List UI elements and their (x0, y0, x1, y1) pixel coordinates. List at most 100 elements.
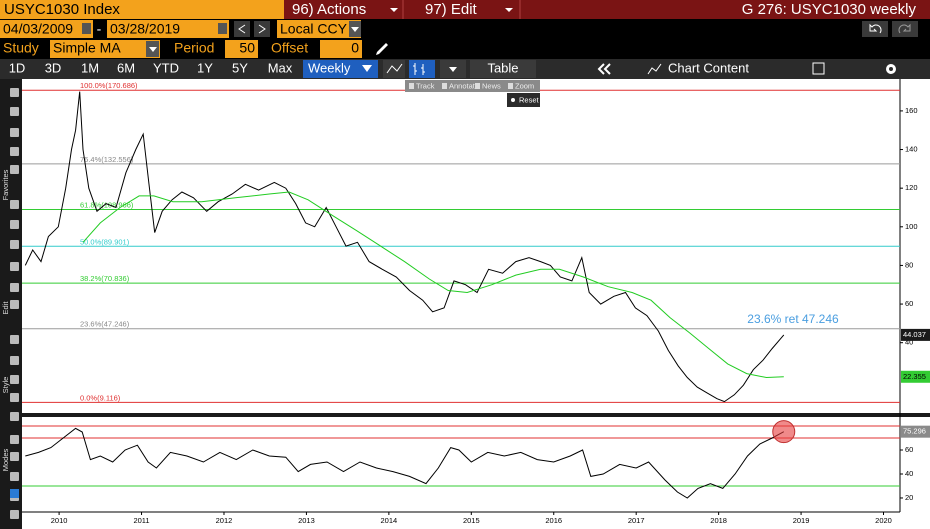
last-value-label: 44.037 (903, 330, 926, 339)
x-tick-label: 2010 (51, 516, 68, 525)
tool-icon[interactable] (10, 262, 19, 271)
tool-icon[interactable] (10, 412, 19, 421)
tool-icon[interactable] (10, 88, 19, 97)
popup-items: Track Annotate News Zoom (409, 81, 534, 90)
tool-icon[interactable] (10, 220, 19, 229)
y-tick-label: 60 (905, 445, 913, 454)
chart-content-label[interactable]: Chart Content (668, 60, 749, 75)
tool-icon[interactable] (10, 200, 19, 209)
period-field[interactable] (225, 40, 258, 58)
edit-icon[interactable] (812, 62, 825, 75)
currency-field[interactable] (277, 20, 361, 38)
tool-icon[interactable] (10, 435, 19, 444)
study-label: Study (3, 40, 39, 56)
chart-area (22, 79, 930, 529)
calendar-icon[interactable] (82, 23, 91, 34)
prev-button[interactable] (234, 21, 250, 37)
level-label: 38.2%(70.836) (80, 274, 130, 283)
last-value-tag (901, 370, 930, 383)
tool-icon[interactable] (10, 128, 19, 137)
frequency: Weekly (308, 60, 351, 75)
range-button[interactable]: 1M (81, 60, 99, 75)
range-button[interactable]: 5Y (232, 60, 248, 75)
tool-icon[interactable] (10, 472, 19, 481)
redo-button[interactable] (892, 21, 918, 37)
bar-tool-icon (413, 63, 425, 75)
bar-tool-button[interactable] (409, 60, 435, 78)
range-button[interactable]: 6M (117, 60, 135, 75)
x-tick-label: 2017 (628, 516, 645, 525)
tool-icon[interactable] (10, 107, 19, 116)
y-tick-label: 80 (905, 260, 913, 269)
level-label: 61.8%(108.966) (80, 200, 134, 209)
y-tick-label: 100 (905, 222, 918, 231)
table-button[interactable] (470, 60, 536, 78)
x-tick-label: 2012 (216, 516, 233, 525)
dropdown-icon (362, 65, 372, 72)
tool-icon[interactable] (10, 335, 19, 344)
tool-icon[interactable] (10, 240, 19, 249)
offset-field[interactable] (320, 40, 362, 58)
popup-item[interactable]: Annotate (449, 81, 479, 90)
dropdown-icon (351, 27, 359, 32)
period-label: Period (174, 40, 214, 56)
calendar-icon[interactable] (218, 23, 227, 34)
tool-icon[interactable] (10, 452, 19, 461)
popup-item[interactable]: Zoom (515, 81, 534, 90)
ticker-field[interactable] (0, 0, 284, 19)
range-button[interactable]: 1Y (197, 60, 213, 75)
reset-icon (511, 98, 515, 102)
last-value-tag (901, 328, 930, 341)
last-value-label: 75.296 (903, 427, 926, 436)
line-tool-button[interactable] (383, 60, 405, 78)
popup-item[interactable]: News (482, 81, 501, 90)
pencil-icon[interactable] (376, 43, 388, 55)
tool-icon[interactable] (10, 147, 19, 156)
y-tick-label: 20 (905, 493, 913, 502)
frequency-button[interactable] (303, 60, 378, 78)
tool-icon[interactable] (10, 393, 19, 402)
edit-menu[interactable]: 97) Edit (425, 1, 478, 18)
range-button[interactable]: 3D (45, 60, 62, 75)
series-line (82, 191, 784, 379)
next-icon (258, 24, 266, 34)
window-title: G 276: USYC1030 weekly (742, 1, 917, 18)
y-tick-label: 40 (905, 338, 913, 347)
start-date-field[interactable] (0, 20, 93, 38)
x-tick-label: 2020 (875, 516, 892, 525)
y-tick-label: 40 (905, 469, 913, 478)
tool-icon-active[interactable] (10, 489, 19, 498)
tool-icon[interactable] (10, 283, 19, 292)
y-tick-label: 120 (905, 183, 918, 192)
modes-label: Modes (1, 448, 10, 471)
level-label: 100.0%(170.686) (80, 81, 138, 90)
popup-item[interactable]: Track (416, 81, 435, 90)
offset-label: Offset (271, 40, 308, 56)
actions-menu[interactable]: 96) Actions (292, 1, 366, 18)
end-date-field[interactable] (107, 20, 229, 38)
next-button[interactable] (254, 21, 270, 37)
tool-icon[interactable] (10, 165, 19, 174)
panel-divider (22, 413, 930, 417)
popup-icon (409, 83, 414, 89)
end-date: 03/28/2019 (110, 21, 180, 37)
tool-icon[interactable] (10, 300, 19, 309)
range-button[interactable]: YTD (153, 60, 179, 75)
start-date: 04/03/2009 (3, 21, 73, 37)
tool-icon[interactable] (10, 375, 19, 384)
style-label: Style (1, 377, 10, 394)
favorites-label: Favorites (1, 169, 10, 200)
reset-button[interactable] (507, 93, 540, 107)
series-line (24, 91, 785, 403)
tool-icon[interactable] (10, 510, 19, 519)
collapse-icon[interactable] (597, 63, 611, 75)
tool-icon[interactable] (10, 356, 19, 365)
study-field[interactable] (50, 40, 160, 58)
level-label: 76.4%(132.556) (80, 155, 134, 164)
range-button[interactable]: 1D (9, 60, 26, 75)
undo-button[interactable] (862, 21, 888, 37)
ticker: USYC1030 Index (4, 1, 120, 18)
range-button[interactable]: Max (268, 60, 293, 75)
